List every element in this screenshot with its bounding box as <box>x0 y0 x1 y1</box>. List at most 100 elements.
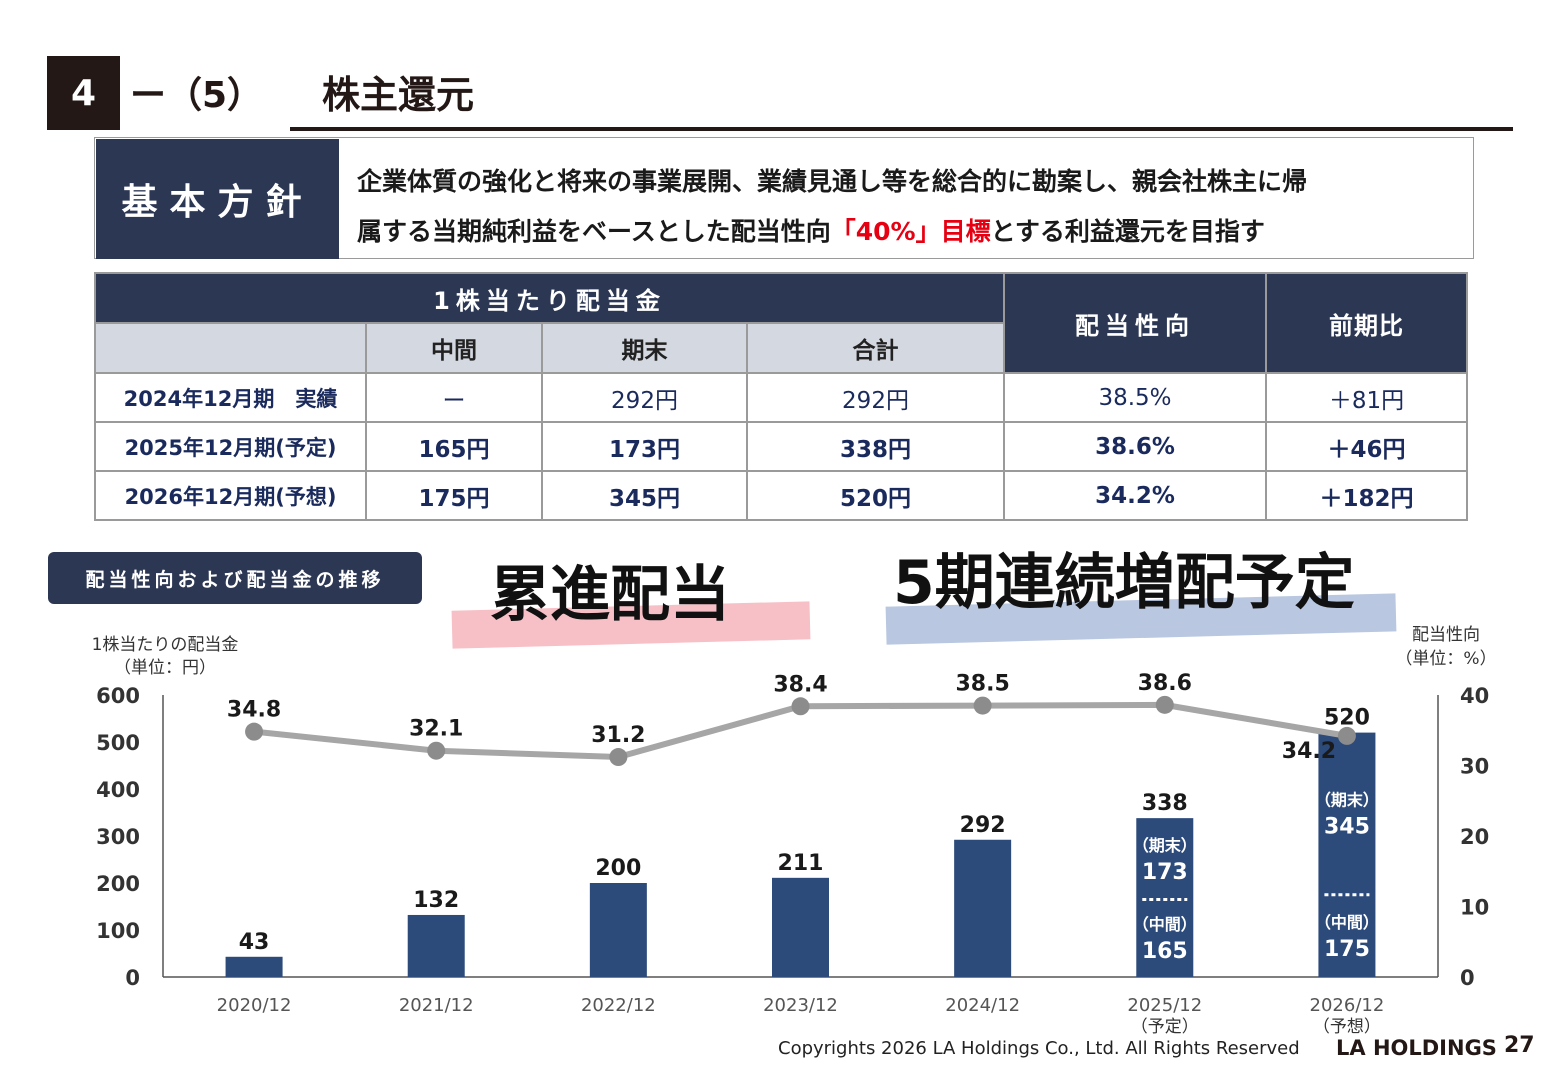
table-header-yoy: 前期比 <box>1265 272 1469 374</box>
table-header-yearend: 期末 <box>541 322 748 374</box>
table-group-header: 1株当たり配当金 <box>93 272 1006 324</box>
x-tick-label: 2024/12 <box>945 995 1020 1016</box>
right-tick-label: 20 <box>1460 825 1489 849</box>
cell-yoy: ＋81円 <box>1265 372 1469 423</box>
policy-label: 基本方針 <box>96 139 339 259</box>
right-axis-unit: （単位：%） <box>1395 649 1496 669</box>
left-tick-label: 200 <box>96 872 140 896</box>
payout-ratio-label: 34.8 <box>227 698 281 723</box>
cell-total: 520円 <box>745 470 1006 521</box>
table-header-blank <box>94 322 367 374</box>
cell-interim: 175円 <box>365 470 543 521</box>
payout-ratio-point <box>1155 695 1174 714</box>
x-tick-note: （予想） <box>1313 1017 1381 1037</box>
table-header-interim: 中間 <box>365 322 543 374</box>
cell-interim: 165円 <box>365 421 543 472</box>
table-row: 2024年12月期 実績 ー 292円 292円 38.5% ＋81円 <box>94 372 1469 423</box>
dividend-bar <box>225 956 283 977</box>
cell-yearend: 292円 <box>541 372 748 423</box>
page-number: 27 <box>1504 1033 1535 1058</box>
right-axis-title: 配当性向 <box>1412 625 1480 645</box>
right-tick-label: 0 <box>1460 966 1475 990</box>
payout-ratio-label: 38.4 <box>773 672 827 697</box>
left-tick-label: 400 <box>96 778 140 802</box>
x-tick-label: 2020/12 <box>217 995 292 1016</box>
x-tick-label: 2026/12 <box>1310 995 1385 1016</box>
cell-payout: 34.2% <box>1003 470 1268 521</box>
interim-label: （中間） <box>1315 913 1379 932</box>
x-tick-label: 2021/12 <box>399 995 474 1016</box>
payout-ratio-point <box>427 741 446 760</box>
payout-ratio-label: 38.6 <box>1138 671 1192 696</box>
left-axis-unit: （単位：円） <box>114 658 216 678</box>
table-row: 2025年12月期(予定) 165円 173円 338円 38.6% ＋46円 <box>94 421 1469 472</box>
dividend-bar-label: 43 <box>239 930 270 955</box>
table-row: 2026年12月期(予想) 175円 345円 520円 34.2% ＋182円 <box>94 470 1469 521</box>
cell-payout: 38.6% <box>1003 421 1268 472</box>
x-tick-label: 2025/12 <box>1127 995 1202 1016</box>
policy-text-line1: 企業体質の強化と将来の事業展開、業績見通し等を総合的に勘案し、親会社株主に帰 <box>357 167 1308 196</box>
chart-section-label: 配当性向および配当金の推移 <box>48 552 422 604</box>
page-title: 株主還元 <box>322 73 475 117</box>
dividend-table: 1株当たり配当金 配当性向 前期比 中間 期末 合計 2024年12月期 実績 … <box>93 272 1469 521</box>
cell-interim: ー <box>365 372 543 423</box>
x-tick-label: 2023/12 <box>763 995 838 1016</box>
dividend-bar <box>772 877 829 977</box>
right-tick-label: 10 <box>1460 896 1489 920</box>
row-label: 2026年12月期(予想) <box>94 470 367 521</box>
section-number: 4 <box>47 56 120 130</box>
interim-label: （中間） <box>1133 915 1197 934</box>
policy-text-post: とする利益還元を目指す <box>990 217 1265 246</box>
left-tick-label: 0 <box>125 966 140 990</box>
yearend-value: 173 <box>1142 860 1188 885</box>
dividend-bar-label: 211 <box>778 851 824 876</box>
left-tick-label: 100 <box>96 919 140 943</box>
brand-logo: LA HOLDINGS <box>1336 1036 1497 1060</box>
dividend-bar <box>1136 818 1194 977</box>
dividend-bar-label: 200 <box>595 856 641 881</box>
callout-progressive-dividend: 累進配当 <box>490 560 730 630</box>
yearend-label: （期末） <box>1133 836 1197 855</box>
payout-ratio-point <box>1337 726 1356 745</box>
dividend-bar <box>407 914 465 977</box>
cell-yearend: 173円 <box>541 421 748 472</box>
yearend-value: 345 <box>1324 815 1370 840</box>
payout-ratio-point <box>791 697 810 716</box>
cell-total: 338円 <box>745 421 1006 472</box>
right-tick-label: 30 <box>1460 755 1489 779</box>
table-header-payout: 配当性向 <box>1003 272 1268 374</box>
left-tick-label: 300 <box>96 825 140 849</box>
payout-ratio-label: 32.1 <box>409 717 463 742</box>
section-subnumber: ー（5） <box>130 75 264 116</box>
dividend-bar <box>954 839 1012 977</box>
policy-text-pre: 属する当期純利益をベースとした配当性向 <box>357 217 831 246</box>
x-tick-label: 2022/12 <box>581 995 656 1016</box>
row-label: 2024年12月期 実績 <box>94 372 367 423</box>
left-tick-label: 600 <box>96 684 140 708</box>
right-tick-label: 40 <box>1460 684 1489 708</box>
cell-yoy: ＋46円 <box>1265 421 1469 472</box>
interim-value: 175 <box>1324 937 1370 962</box>
x-tick-note: （予定） <box>1131 1017 1199 1037</box>
table-header-total: 合計 <box>745 322 1006 374</box>
dividend-bar <box>589 883 647 977</box>
payout-ratio-label: 31.2 <box>591 723 645 748</box>
dividend-bar <box>1318 732 1376 977</box>
cell-yoy: ＋182円 <box>1265 470 1469 521</box>
payout-ratio-point <box>245 722 264 741</box>
title-underline <box>290 127 1513 131</box>
yearend-label: （期末） <box>1315 791 1379 810</box>
policy-box <box>94 137 1474 259</box>
interim-value: 165 <box>1142 939 1188 964</box>
dividend-bar-label: 338 <box>1142 791 1188 816</box>
left-axis-title: 1株当たりの配当金 <box>92 635 239 655</box>
policy-target-highlight: 「40%」目標 <box>830 217 991 246</box>
row-label: 2025年12月期(予定) <box>94 421 367 472</box>
payout-ratio-label: 34.2 <box>1282 739 1336 764</box>
copyright: Copyrights 2026 LA Holdings Co., Ltd. Al… <box>778 1038 1300 1059</box>
callout-five-year-increase: 5期連続増配予定 <box>893 548 1355 618</box>
dividend-bar-label: 520 <box>1324 706 1370 731</box>
policy-text-line2: 属する当期純利益をベースとした配当性向「40%」目標とする利益還元を目指す <box>357 212 1265 248</box>
payout-ratio-point <box>609 748 628 767</box>
